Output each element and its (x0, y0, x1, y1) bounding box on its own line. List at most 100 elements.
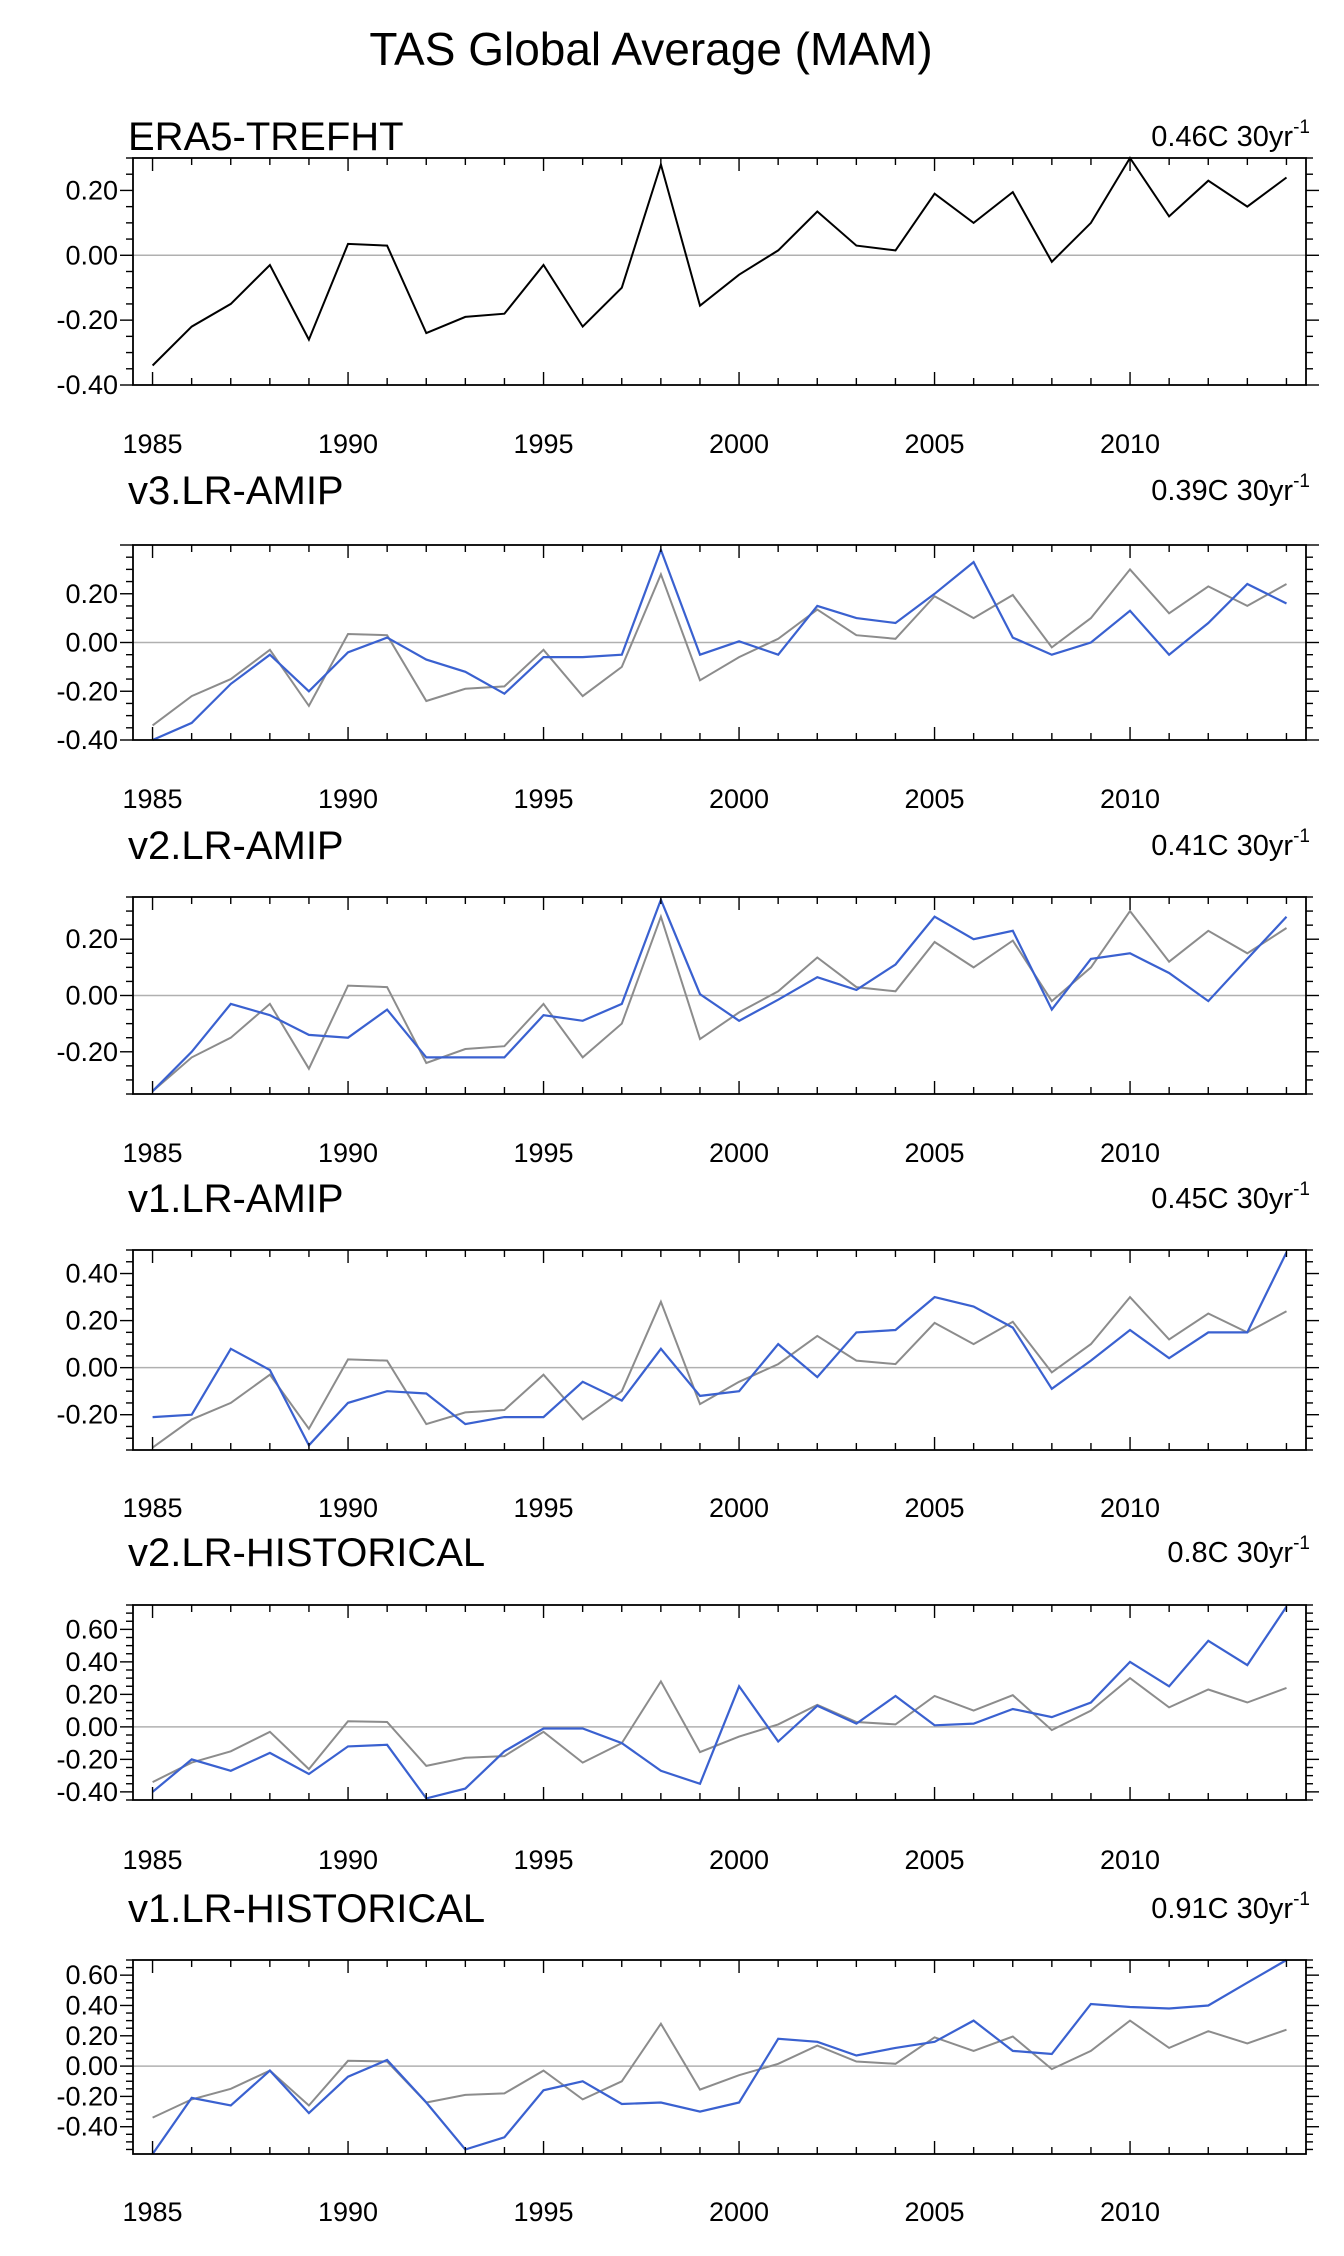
x-tick-label: 2010 (1100, 429, 1160, 459)
y-tick-label: -0.40 (56, 725, 118, 755)
y-tick-label: 0.40 (65, 1647, 118, 1677)
x-tick-label: 1990 (318, 784, 378, 814)
x-tick-label: 1990 (318, 2197, 378, 2227)
x-tick-label: 1990 (318, 1845, 378, 1875)
y-tick-label: 0.20 (65, 1679, 118, 1709)
y-tick-label: 0.20 (65, 1306, 118, 1336)
figure-title: TAS Global Average (MAM) (369, 23, 932, 75)
x-tick-label: 1995 (514, 1493, 574, 1523)
x-tick-label: 2005 (905, 2197, 965, 2227)
x-tick-label: 1985 (123, 429, 183, 459)
x-tick-label: 2005 (905, 784, 965, 814)
trend-value: 0.45C 30yr (1151, 1183, 1293, 1215)
x-tick-label: 1990 (318, 1493, 378, 1523)
trend-superscript: -1 (1293, 1179, 1310, 1200)
y-tick-label: 0.00 (65, 2051, 118, 2081)
y-tick-label: 0.20 (65, 175, 118, 205)
y-tick-label: -0.20 (56, 305, 118, 335)
y-tick-label: 0.20 (65, 2021, 118, 2051)
x-tick-label: 2010 (1100, 784, 1160, 814)
x-tick-label: 2005 (905, 1138, 965, 1168)
x-tick-label: 1985 (123, 1493, 183, 1523)
y-tick-label: 0.00 (65, 240, 118, 270)
series-line-v2-lr-historical (151, 1605, 1288, 1800)
y-tick-label: -0.20 (56, 1037, 118, 1067)
x-tick-label: 1995 (514, 2197, 574, 2227)
y-tick-label: 0.20 (65, 579, 118, 609)
series-line-v1-lr-historical (151, 1959, 1288, 2155)
x-tick-label: 2005 (905, 429, 965, 459)
trend-superscript: -1 (1293, 471, 1310, 492)
y-tick-label: 0.40 (65, 1990, 118, 2020)
plot-frame (132, 157, 1307, 386)
panel-title: v1.LR-AMIP (128, 1177, 344, 1221)
trend-superscript: -1 (1293, 1533, 1310, 1554)
panel-1: -0.40 -0.20 0.00 0.20 1985 1990 1995 2000 2005 20… (56, 115, 1319, 459)
y-tick-label: 0.40 (65, 1259, 118, 1289)
x-tick-label: 2000 (709, 429, 769, 459)
panel-3: -0.20 0.00 0.20 1985 1990 1995 2000 2005 2010 v2.… (56, 824, 1319, 1168)
x-tick-label: 1995 (514, 429, 574, 459)
series-line-era5-trefht (151, 156, 1288, 367)
trend-value: 0.39C 30yr (1151, 475, 1293, 507)
x-tick-label: 2010 (1100, 2197, 1160, 2227)
trend-value: 0.46C 30yr (1151, 121, 1293, 153)
panel-6: -0.40-0.200.000.200.400.60 1985 1990 1995 20… (56, 1887, 1319, 2227)
x-tick-label: 2000 (709, 2197, 769, 2227)
series-line-era5-trefht (152, 567, 1287, 727)
y-tick-label: 0.60 (65, 1614, 118, 1644)
y-tick-label: 0.00 (65, 981, 118, 1011)
y-tick-label: -0.20 (56, 1400, 118, 1430)
x-tick-label: 1985 (123, 2197, 183, 2227)
trend-value: 0.41C 30yr (1151, 830, 1293, 862)
panel-4: -0.20 0.00 0.20 0.40 1985 1990 1995 2000 2005 201… (56, 1177, 1319, 1523)
y-tick-label: 0.60 (65, 1960, 118, 1990)
series-line-v1-lr-amip (152, 1251, 1288, 1448)
y-tick-label: -0.40 (56, 2112, 118, 2142)
trend-value: 0.8C 30yr (1167, 1537, 1293, 1569)
y-tick-label: -0.20 (56, 2081, 118, 2111)
x-tick-label: 2010 (1100, 1845, 1160, 1875)
series-line-v3-lr-amip (152, 546, 1287, 742)
y-tick-label: -0.20 (56, 1744, 118, 1774)
trend-value: 0.91C 30yr (1151, 1893, 1293, 1925)
trend-label: 0.46C 30yr-1 (1151, 117, 1310, 153)
x-tick-label: 2000 (709, 1138, 769, 1168)
x-tick-label: 1990 (318, 1138, 378, 1168)
plot-frame (132, 1604, 1307, 1801)
y-tick-label: 0.00 (65, 1712, 118, 1742)
panel-title: v3.LR-AMIP (128, 469, 344, 513)
trend-label: 0.91C 30yr-1 (1151, 1889, 1310, 1925)
panel-title: v2.LR-HISTORICAL (128, 1531, 485, 1575)
y-tick-label: -0.40 (56, 370, 118, 400)
trend-label: 0.8C 30yr-1 (1167, 1533, 1310, 1569)
x-tick-label: 1985 (123, 784, 183, 814)
trend-superscript: -1 (1293, 117, 1310, 138)
x-tick-label: 2005 (905, 1845, 965, 1875)
panel-title: ERA5-TREFHT (128, 115, 404, 159)
panel-title: v1.LR-HISTORICAL (128, 1887, 485, 1931)
x-tick-label: 1995 (514, 1138, 574, 1168)
y-tick-label: 0.00 (65, 1353, 118, 1383)
x-tick-label: 1985 (123, 1138, 183, 1168)
x-tick-label: 2010 (1100, 1138, 1160, 1168)
x-tick-label: 2005 (905, 1493, 965, 1523)
series-line-v2-lr-amip (151, 896, 1288, 1092)
x-tick-label: 1995 (514, 1845, 574, 1875)
x-tick-label: 1990 (318, 429, 378, 459)
trend-label: 0.41C 30yr-1 (1151, 826, 1310, 862)
y-tick-label: -0.20 (56, 676, 118, 706)
trend-superscript: -1 (1293, 826, 1310, 847)
panel-5: -0.40-0.200.000.200.400.60 1985 1990 1995 20… (56, 1531, 1319, 1875)
x-tick-label: 2000 (709, 1493, 769, 1523)
y-tick-label: -0.40 (56, 1777, 118, 1807)
y-tick-label: 0.00 (65, 628, 118, 658)
x-tick-label: 2000 (709, 784, 769, 814)
series-line-era5-trefht (152, 1295, 1287, 1449)
trend-label: 0.39C 30yr-1 (1151, 471, 1310, 507)
x-tick-label: 2000 (709, 1845, 769, 1875)
plot-frame (132, 1249, 1307, 1451)
x-tick-label: 1995 (514, 784, 574, 814)
x-tick-label: 2010 (1100, 1493, 1160, 1523)
